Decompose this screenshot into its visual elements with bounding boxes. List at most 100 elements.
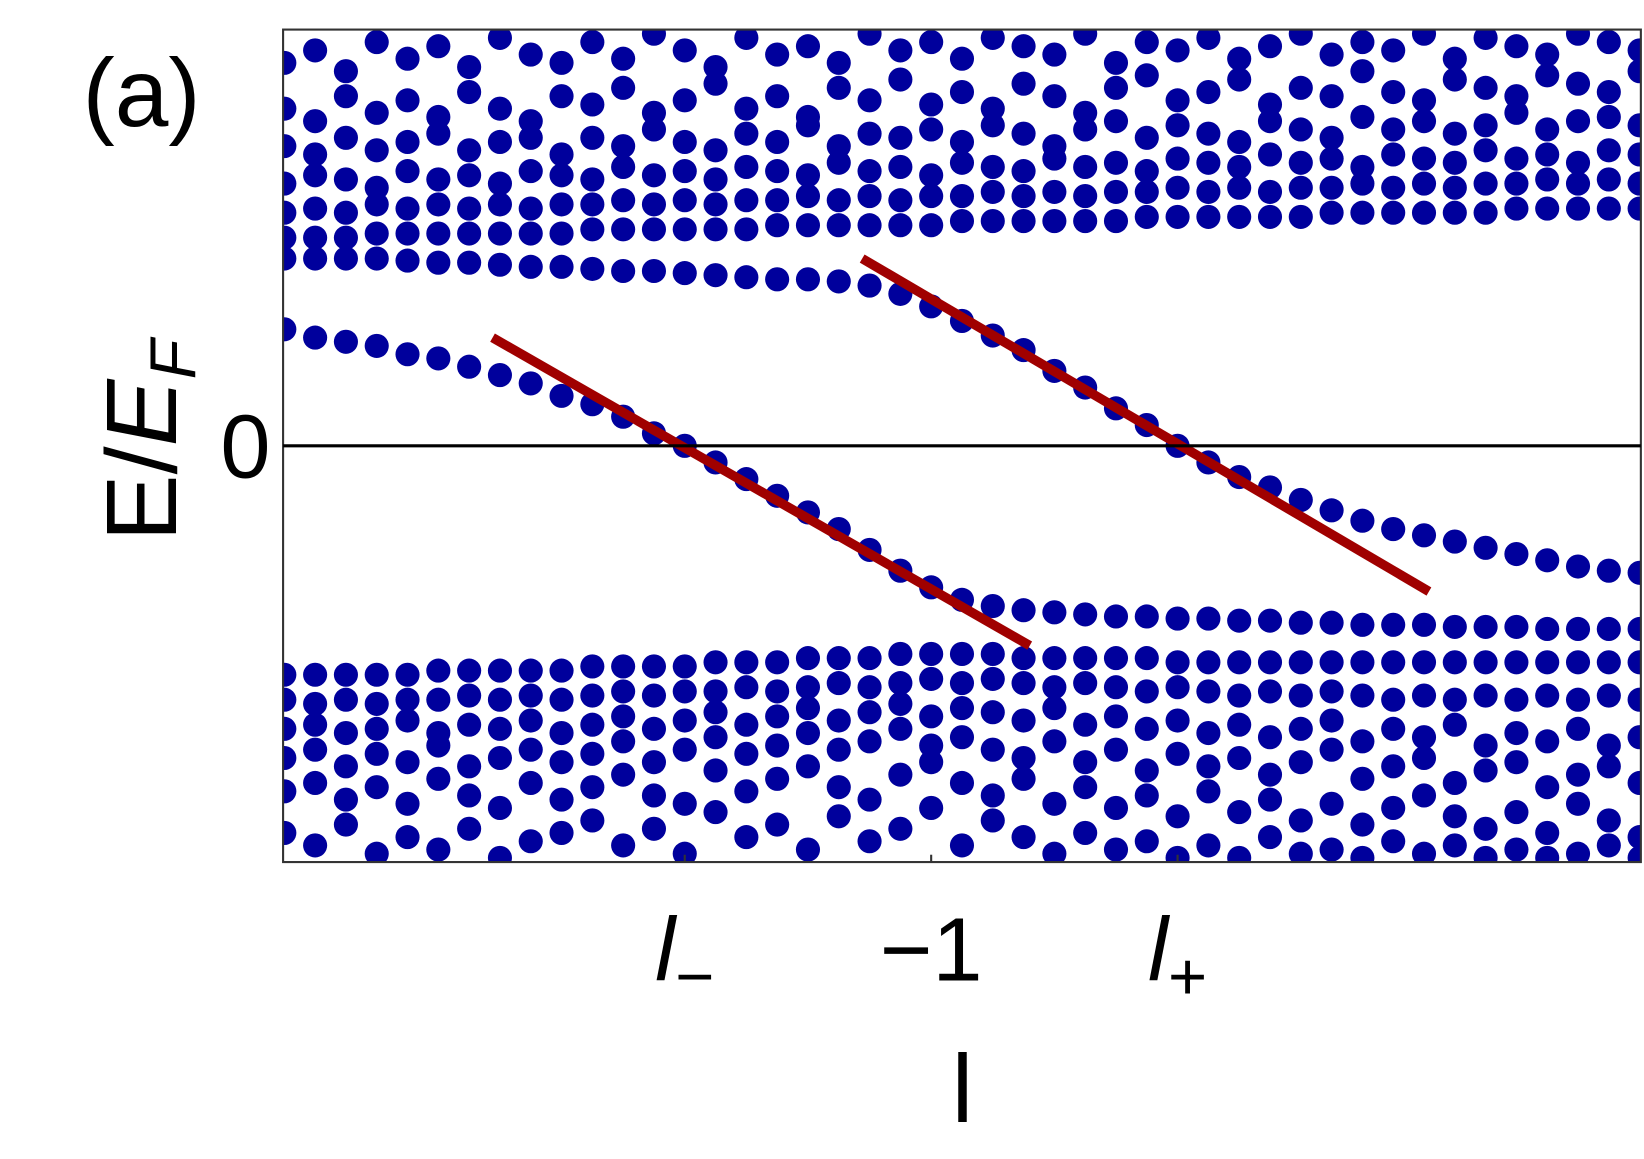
- data-point: [857, 787, 882, 812]
- data-point: [1011, 825, 1036, 850]
- data-point: [283, 50, 297, 75]
- data-point: [549, 750, 574, 775]
- data-point: [518, 658, 543, 683]
- data-point: [611, 762, 636, 787]
- data-point: [1196, 720, 1221, 746]
- data-point: [765, 188, 790, 213]
- data-point: [1411, 745, 1437, 771]
- data-point: [303, 109, 328, 134]
- data-point: [1473, 75, 1498, 100]
- data-point: [1319, 146, 1344, 171]
- data-point: [795, 695, 821, 721]
- data-point: [980, 154, 1005, 179]
- data-point: [333, 125, 358, 150]
- data-point: [1473, 845, 1498, 863]
- data-point: [457, 816, 482, 841]
- data-point: [1011, 184, 1036, 209]
- data-point: [395, 196, 420, 221]
- data-point: [1042, 729, 1067, 754]
- data-point: [333, 329, 358, 354]
- data-point: [457, 79, 482, 105]
- data-point: [1565, 554, 1591, 579]
- data-point: [1504, 614, 1529, 639]
- data-point: [1073, 117, 1098, 142]
- data-point: [980, 666, 1005, 691]
- data-point: [426, 221, 451, 246]
- data-point: [283, 225, 297, 250]
- data-point: [857, 88, 882, 113]
- data-point: [795, 267, 821, 292]
- data-point: [1627, 113, 1641, 138]
- data-point: [1288, 716, 1313, 741]
- data-point: [487, 96, 512, 121]
- data-point: [1627, 825, 1641, 850]
- data-point: [1565, 29, 1591, 46]
- data-point: [333, 225, 358, 250]
- data-point: [1257, 608, 1283, 633]
- data-point: [1350, 812, 1375, 837]
- data-point: [888, 691, 913, 716]
- data-point: [487, 29, 512, 50]
- data-point: [641, 816, 667, 841]
- data-point: [1103, 75, 1129, 100]
- data-point: [1442, 650, 1467, 675]
- data-point: [765, 42, 790, 67]
- data-point: [672, 38, 697, 63]
- data-point: [765, 267, 790, 292]
- data-point: [1535, 142, 1560, 167]
- data-point: [1257, 109, 1283, 134]
- data-point: [1196, 779, 1221, 804]
- data-point: [1411, 612, 1437, 637]
- data-point: [1442, 67, 1467, 92]
- data-point: [1442, 121, 1467, 146]
- data-point: [1565, 687, 1591, 712]
- data-point: [1565, 791, 1591, 816]
- data-point: [1596, 30, 1621, 55]
- data-point: [949, 695, 975, 721]
- data-point: [364, 716, 389, 741]
- data-point: [1196, 833, 1221, 858]
- x-tick-label: l−: [655, 900, 714, 1015]
- data-point: [1165, 606, 1190, 631]
- x-tick-label: l+: [1148, 900, 1207, 1015]
- data-point: [1257, 725, 1283, 750]
- data-point: [395, 248, 420, 273]
- data-point: [549, 84, 574, 109]
- data-point: [1442, 46, 1467, 71]
- data-point: [1042, 646, 1067, 671]
- data-point: [1381, 650, 1406, 675]
- data-point: [1011, 159, 1036, 184]
- data-point: [1227, 175, 1252, 200]
- data-point: [857, 184, 882, 209]
- data-point: [1381, 79, 1406, 105]
- data-point: [487, 795, 512, 821]
- data-point: [1442, 712, 1467, 737]
- data-point: [826, 50, 851, 75]
- data-point: [795, 837, 821, 862]
- data-point: [1596, 558, 1621, 583]
- data-point: [1011, 745, 1036, 771]
- data-point: [1103, 179, 1129, 204]
- data-point: [518, 371, 543, 396]
- data-point: [888, 188, 913, 213]
- data-point: [611, 729, 636, 754]
- data-point: [1442, 770, 1467, 796]
- data-point: [283, 687, 297, 712]
- data-point: [1596, 808, 1621, 833]
- data-point: [1473, 650, 1498, 675]
- data-point: [549, 687, 574, 712]
- data-point: [303, 662, 328, 687]
- data-point: [549, 192, 574, 217]
- data-point: [1350, 30, 1375, 55]
- data-point: [795, 754, 821, 779]
- data-point: [1319, 175, 1344, 200]
- data-point: [1504, 720, 1529, 746]
- data-point: [1596, 733, 1621, 758]
- data-point: [1257, 679, 1283, 704]
- data-point: [1504, 750, 1529, 775]
- data-point: [1565, 196, 1591, 221]
- data-point: [1196, 179, 1221, 204]
- data-point: [1596, 754, 1621, 779]
- data-point: [1473, 758, 1498, 783]
- data-point: [1103, 646, 1129, 671]
